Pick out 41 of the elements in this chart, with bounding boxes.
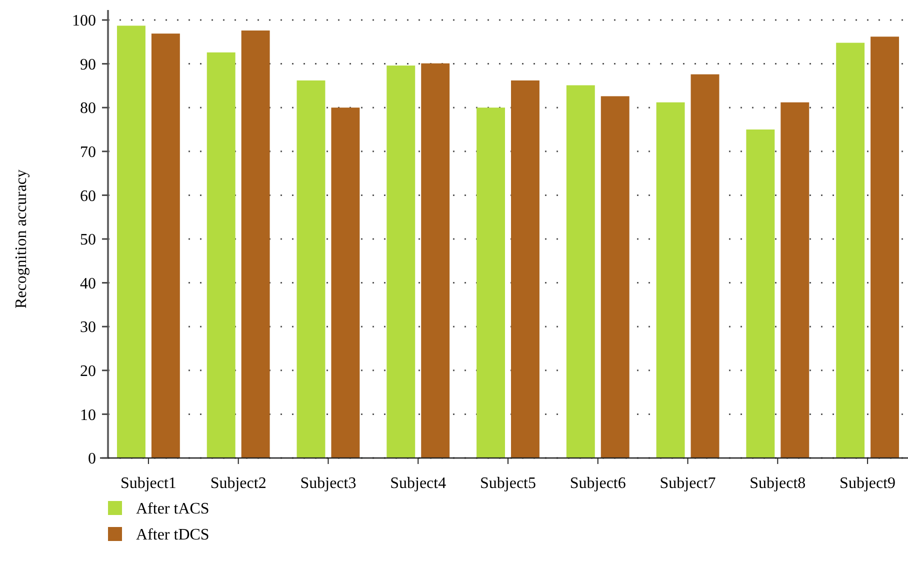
y-tick-label: 0	[88, 450, 96, 468]
y-tick-label: 20	[80, 363, 96, 380]
bar	[511, 80, 540, 458]
x-tick-label: Subject7	[660, 475, 716, 492]
bar	[600, 96, 630, 458]
bar	[296, 80, 326, 458]
bar	[116, 26, 146, 458]
legend-label: After tACS	[136, 500, 210, 518]
y-tick-label: 50	[80, 232, 96, 249]
x-tick-label: Subject8	[750, 475, 806, 492]
y-tick-label: 80	[80, 100, 96, 118]
y-tick-label: 10	[80, 406, 96, 424]
x-tick-label: Subject4	[390, 475, 446, 492]
bar	[331, 108, 360, 458]
bar	[690, 74, 720, 458]
y-axis-title: Recognition accuracy	[13, 169, 30, 309]
legend-label: After tDCS	[136, 526, 210, 544]
bar	[746, 130, 775, 458]
bar	[656, 102, 685, 458]
bar	[836, 42, 865, 458]
y-tick-label: 60	[80, 188, 96, 205]
y-tick-label: 70	[80, 144, 96, 161]
bar	[566, 85, 595, 458]
x-tick-label: Subject6	[570, 475, 626, 492]
x-tick-label: Subject9	[840, 475, 896, 492]
x-tick-label: Subject1	[120, 475, 176, 492]
x-tick-label: Subject2	[210, 475, 266, 492]
bar	[421, 63, 450, 458]
y-tick-label: 90	[80, 56, 96, 74]
bar	[386, 66, 416, 458]
bar	[476, 108, 505, 458]
bar	[241, 30, 270, 458]
x-tick-label: Subject5	[480, 475, 536, 492]
bar	[870, 36, 900, 458]
bar	[206, 52, 236, 458]
y-tick-label: 30	[80, 319, 96, 336]
y-tick-label: 40	[80, 275, 96, 292]
x-tick-label: Subject3	[300, 475, 356, 492]
bar	[780, 102, 810, 458]
bar	[151, 34, 180, 458]
y-tick-label: 100	[72, 12, 96, 30]
